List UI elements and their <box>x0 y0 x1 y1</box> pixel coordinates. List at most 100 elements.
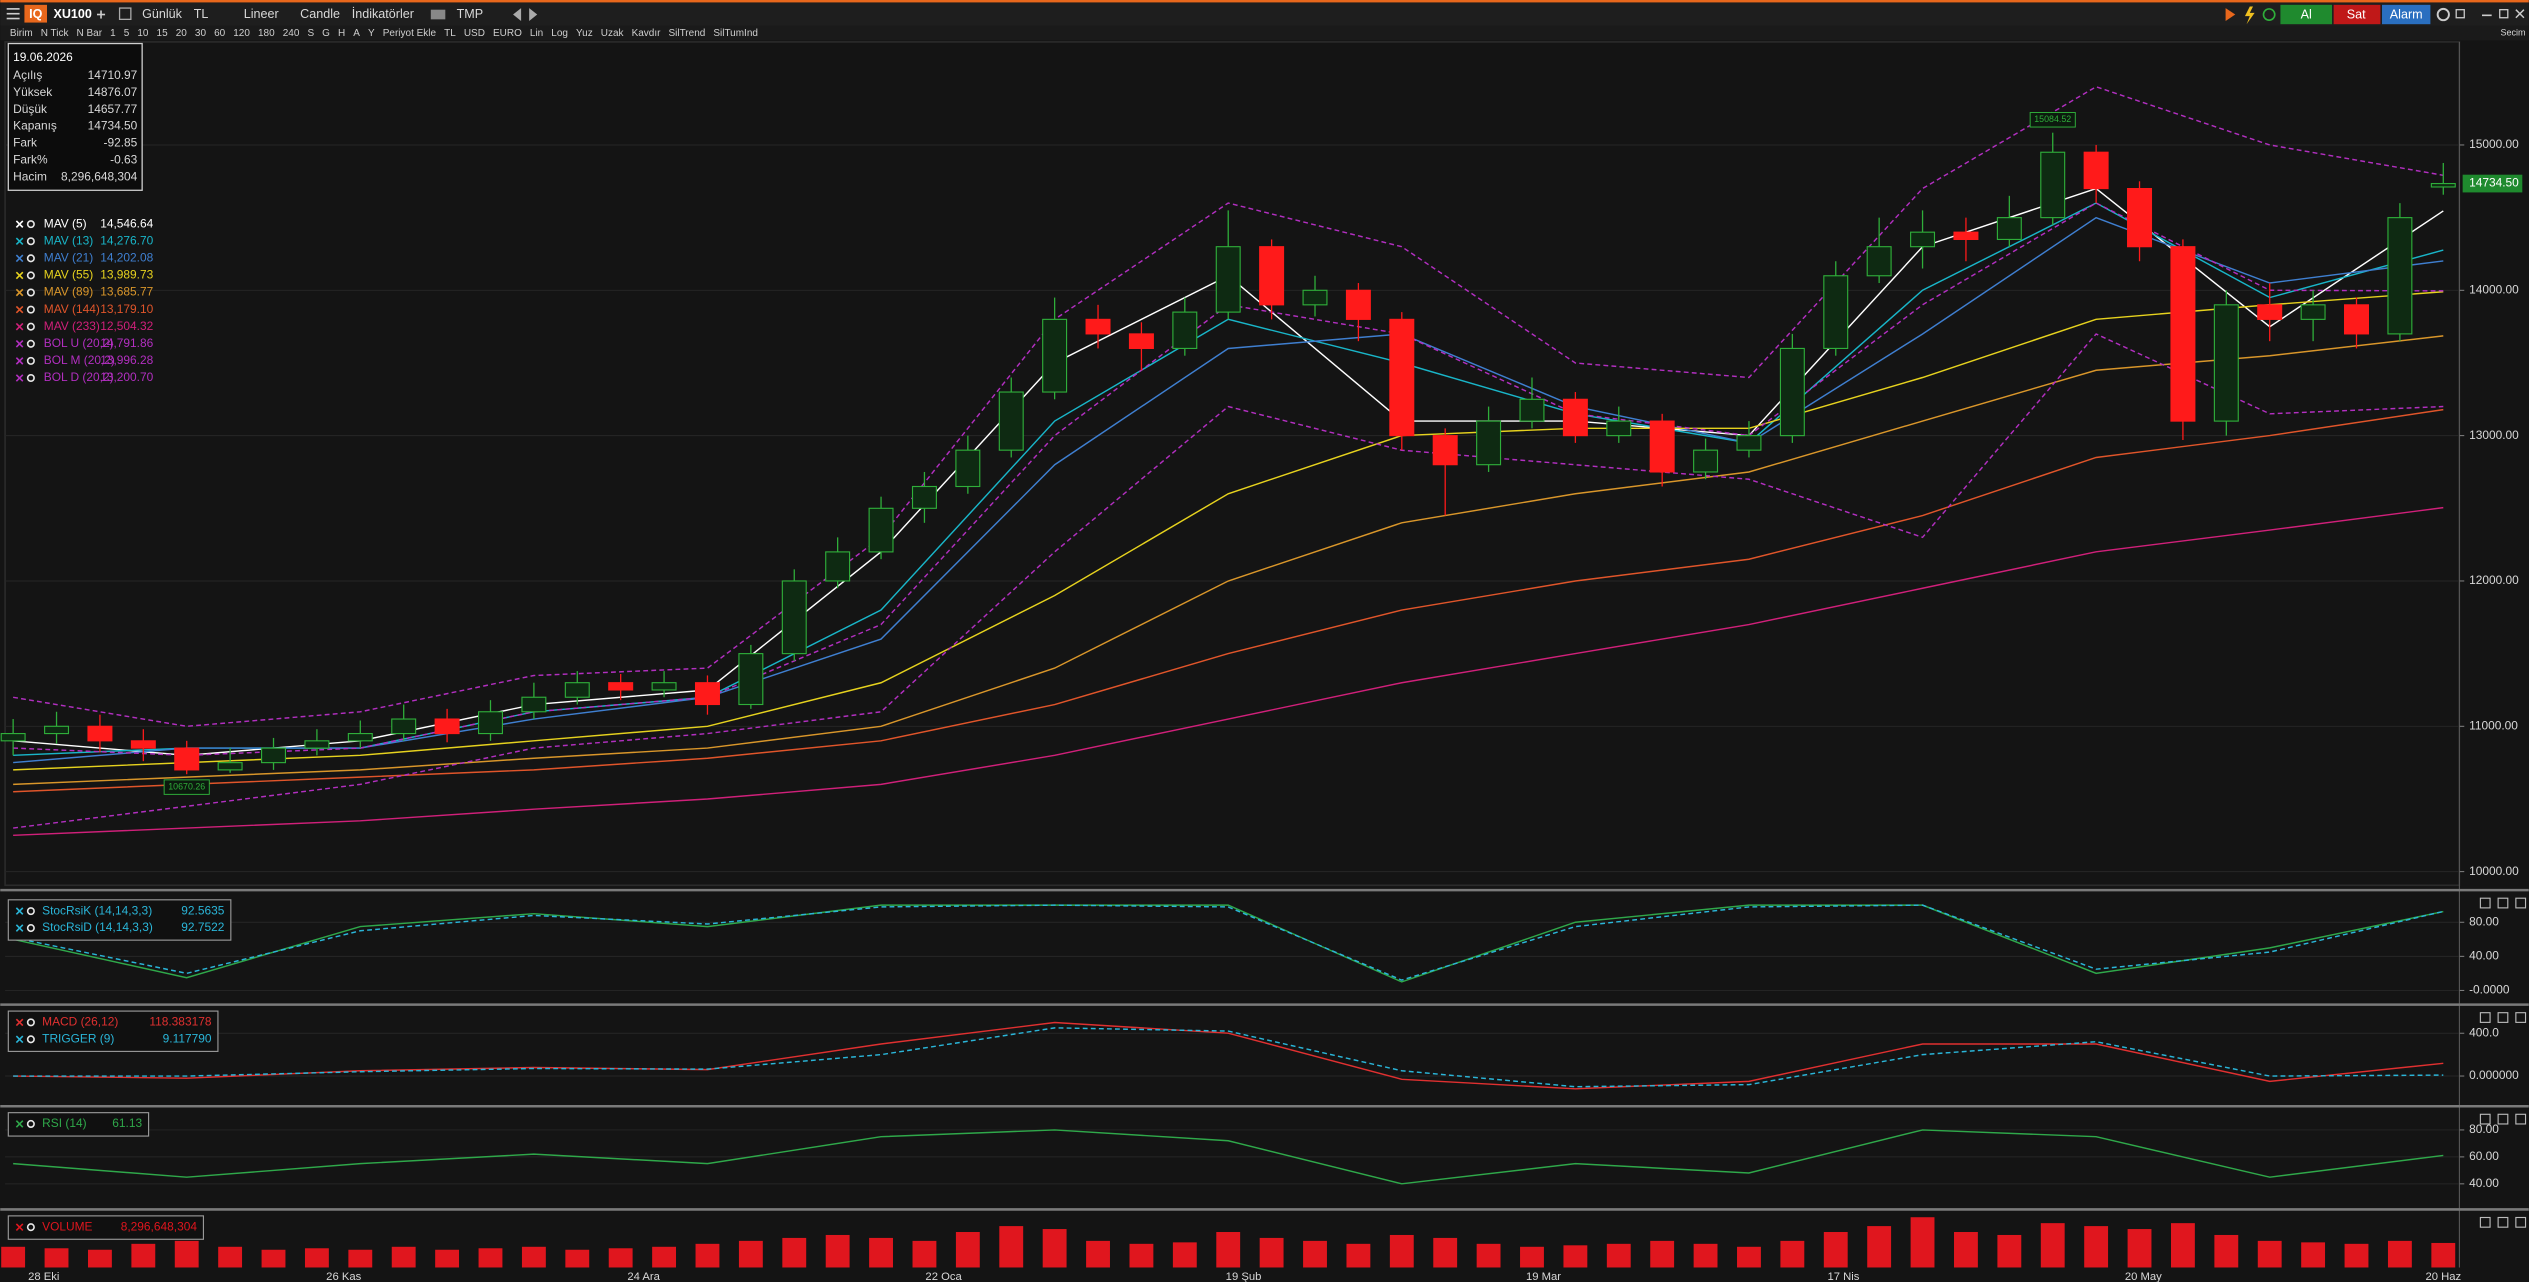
subtoolbar-item[interactable]: A <box>353 28 360 39</box>
volume-bar <box>1954 1232 1978 1268</box>
subtoolbar-item[interactable]: 30 <box>195 28 207 39</box>
remove-icon[interactable] <box>15 924 24 932</box>
add-symbol[interactable] <box>96 10 106 19</box>
remove-icon[interactable] <box>15 1035 24 1044</box>
subtoolbar-item[interactable]: H <box>338 28 345 39</box>
tool-icon[interactable] <box>2225 8 2236 21</box>
remove-icon[interactable] <box>15 1018 24 1027</box>
toggle-icon[interactable] <box>26 373 35 383</box>
subtoolbar-item[interactable]: G <box>322 28 330 39</box>
toggle-icon[interactable] <box>26 907 35 916</box>
subtoolbar-item[interactable]: Y <box>368 28 375 39</box>
remove-icon[interactable] <box>15 322 24 331</box>
toggle-icon[interactable] <box>26 305 35 314</box>
remove-icon[interactable] <box>15 254 24 263</box>
remove-icon[interactable] <box>15 340 24 348</box>
remove-icon[interactable] <box>15 357 24 365</box>
subtoolbar-item[interactable]: N Bar <box>77 28 103 39</box>
toggle-icon[interactable] <box>26 271 35 280</box>
panel-control[interactable] <box>2479 897 2491 909</box>
subtoolbar-item[interactable]: 240 <box>283 28 300 39</box>
subtoolbar-item[interactable]: S <box>307 28 314 39</box>
toggle-icon[interactable] <box>26 220 35 229</box>
subtoolbar-item[interactable]: Kavdır <box>632 28 662 39</box>
flash-icon[interactable] <box>2244 6 2255 25</box>
folder-icon[interactable] <box>430 9 446 20</box>
subtoolbar-item[interactable]: 20 <box>176 28 188 39</box>
remove-icon[interactable] <box>15 220 24 228</box>
refresh-icon[interactable] <box>2262 8 2276 21</box>
subtoolbar-item[interactable]: 5 <box>124 28 130 39</box>
remove-icon[interactable] <box>15 237 24 246</box>
currency[interactable]: TL <box>194 7 209 21</box>
subtoolbar-item[interactable]: 1 <box>110 28 116 39</box>
panel-control[interactable] <box>2497 1012 2509 1023</box>
toggle-icon[interactable] <box>26 288 35 297</box>
close[interactable] <box>2515 9 2525 19</box>
subtoolbar-item[interactable]: Periyot Ekle <box>383 28 437 39</box>
panel-control[interactable] <box>2497 1113 2509 1125</box>
toggle-icon[interactable] <box>26 1119 35 1128</box>
volume-bar <box>608 1248 633 1268</box>
subtoolbar-item[interactable]: 120 <box>233 28 250 39</box>
panel-control[interactable] <box>2515 897 2527 909</box>
scale[interactable]: Lineer <box>244 7 279 21</box>
template[interactable]: TMP <box>457 7 484 21</box>
subtoolbar-item[interactable]: N Tick <box>41 28 69 39</box>
subtoolbar-item[interactable]: Yuz <box>576 28 593 39</box>
subtoolbar-item[interactable]: EURO <box>493 28 522 39</box>
chart-style[interactable]: Candle <box>300 7 340 21</box>
candle-body <box>1910 231 1936 248</box>
toggle-icon[interactable] <box>26 924 35 933</box>
remove-icon[interactable] <box>15 288 24 297</box>
subtoolbar-item[interactable]: 10 <box>137 28 149 39</box>
subtoolbar-item[interactable]: Uzak <box>601 28 624 39</box>
panel-control[interactable] <box>2515 1113 2527 1125</box>
toolbar-bg <box>0 0 2529 26</box>
alarm-button[interactable] <box>2382 4 2431 25</box>
toggle-icon[interactable] <box>26 1223 35 1232</box>
period[interactable]: Günlük <box>142 7 183 21</box>
subtoolbar-item[interactable]: SilTumInd <box>713 28 758 39</box>
minimize[interactable] <box>2481 14 2492 17</box>
remove-icon[interactable] <box>15 907 24 915</box>
subtoolbar-item[interactable]: SilTrend <box>669 28 706 39</box>
sell-button[interactable] <box>2333 4 2381 25</box>
subtoolbar-item[interactable]: Log <box>551 28 568 39</box>
toggle-icon[interactable] <box>26 254 35 263</box>
subtoolbar-item[interactable]: Birim <box>10 28 33 39</box>
subtoolbar-item[interactable]: 180 <box>258 28 275 39</box>
remove-icon[interactable] <box>15 1223 24 1231</box>
panel-control[interactable] <box>2497 897 2509 909</box>
subtoolbar-item[interactable]: USD <box>464 28 485 39</box>
symbol[interactable]: XU100 <box>53 7 91 21</box>
menu-icon[interactable] <box>6 8 20 20</box>
toggle-icon[interactable] <box>26 322 35 331</box>
panel-control[interactable] <box>2515 1012 2527 1023</box>
remove-icon[interactable] <box>15 305 24 314</box>
panel-control[interactable] <box>2479 1113 2491 1125</box>
layout-icon[interactable] <box>2455 9 2465 19</box>
panel-control[interactable] <box>2479 1012 2491 1023</box>
panel-control[interactable] <box>2515 1216 2527 1228</box>
subtoolbar-item[interactable]: 60 <box>214 28 226 39</box>
window-icon[interactable] <box>118 7 132 20</box>
remove-icon[interactable] <box>15 1120 24 1128</box>
toggle-icon[interactable] <box>26 339 35 348</box>
maximize[interactable] <box>2499 9 2509 19</box>
toggle-icon[interactable] <box>26 1018 35 1027</box>
subtoolbar-item[interactable]: 15 <box>157 28 169 39</box>
remove-icon[interactable] <box>15 374 24 382</box>
subtoolbar-item[interactable]: TL <box>444 28 456 39</box>
buy-button[interactable] <box>2280 4 2333 25</box>
undo-redo[interactable] <box>513 8 538 21</box>
toggle-icon[interactable] <box>26 1035 35 1044</box>
panel-control[interactable] <box>2479 1216 2491 1228</box>
toggle-icon[interactable] <box>26 356 35 365</box>
remove-icon[interactable] <box>15 271 24 280</box>
settings-icon[interactable] <box>2436 7 2450 22</box>
panel-control[interactable] <box>2497 1216 2509 1228</box>
subtoolbar-item[interactable]: Lin <box>530 28 543 39</box>
indicators[interactable]: İndikatörler <box>352 7 414 21</box>
toggle-icon[interactable] <box>26 237 35 246</box>
